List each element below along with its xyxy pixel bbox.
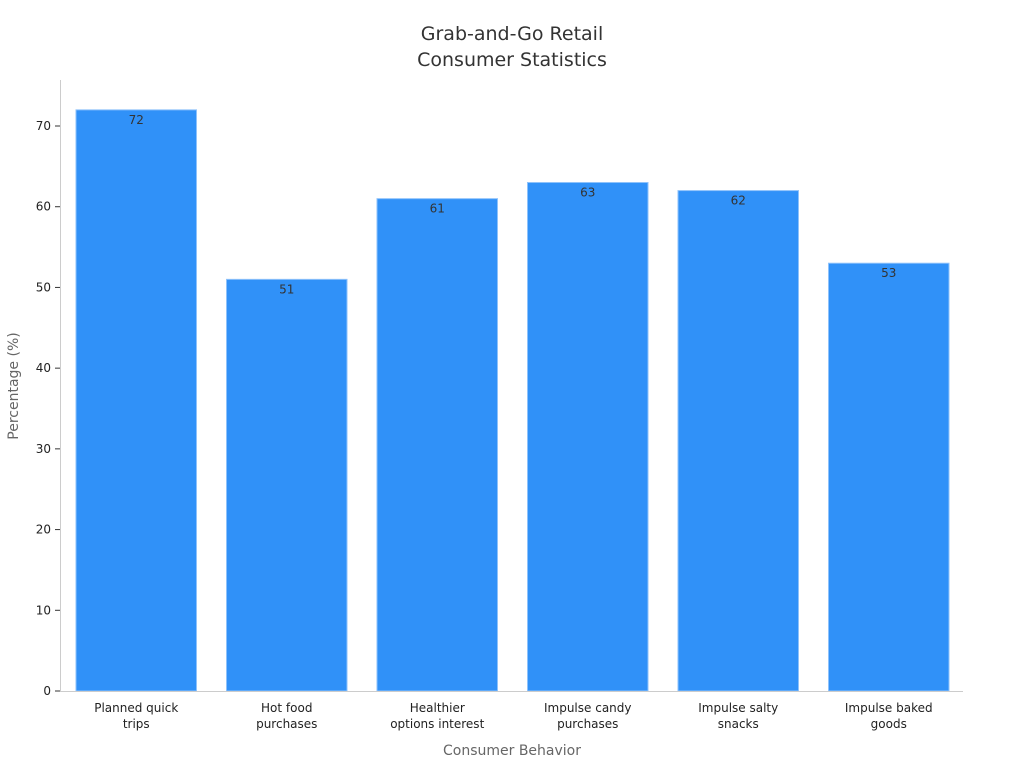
- data-label: 63: [580, 186, 595, 200]
- chart-title-line-2: Consumer Statistics: [417, 49, 607, 71]
- data-label: 72: [129, 113, 144, 127]
- x-tick-label: Planned quick: [94, 701, 178, 715]
- data-label: 53: [881, 266, 896, 280]
- x-tick-label: Healthier: [410, 701, 465, 715]
- x-axis-label: Consumer Behavior: [443, 743, 581, 759]
- data-label: 62: [731, 194, 746, 208]
- x-tick-label: trips: [123, 717, 150, 731]
- x-tick-label: Impulse candy: [544, 701, 632, 715]
- bar: [828, 262, 950, 692]
- data-label: 61: [430, 202, 445, 216]
- bar: [75, 109, 197, 692]
- bar: [677, 190, 799, 692]
- y-tick-label: 10: [36, 603, 51, 617]
- y-tick-label: 70: [36, 119, 51, 133]
- x-tick-label: purchases: [256, 717, 317, 731]
- x-tick-label: snacks: [718, 717, 759, 731]
- y-tick-label: 30: [36, 442, 51, 456]
- y-tick-label: 20: [36, 523, 51, 537]
- y-tick-label: 0: [43, 684, 51, 698]
- y-tick-label: 50: [36, 280, 51, 294]
- x-tick-label: purchases: [557, 717, 618, 731]
- chart-title-line-1: Grab-and-Go Retail: [421, 23, 603, 45]
- x-tick-label: Impulse baked: [845, 701, 933, 715]
- x-tick-label: Impulse salty: [698, 701, 778, 715]
- x-tick-label: Hot food: [261, 701, 312, 715]
- y-tick-label: 60: [36, 200, 51, 214]
- data-label: 51: [279, 282, 294, 296]
- bar: [376, 198, 498, 692]
- x-tick-label: goods: [871, 717, 907, 731]
- y-axis-label: Percentage (%): [6, 332, 22, 439]
- x-tick-label: options interest: [390, 717, 484, 731]
- y-tick-label: 40: [36, 361, 51, 375]
- bar: [527, 182, 649, 692]
- bar: [226, 278, 348, 692]
